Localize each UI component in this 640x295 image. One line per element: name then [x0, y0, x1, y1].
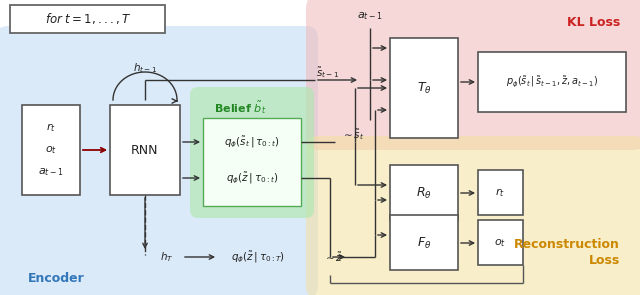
Text: $T_\theta$: $T_\theta$: [417, 81, 431, 96]
Text: $\tilde{s}_{t-1}$: $\tilde{s}_{t-1}$: [316, 65, 339, 81]
Text: $F_\theta$: $F_\theta$: [417, 235, 431, 250]
Bar: [110, 105, 180, 195]
Text: $q_\phi(\tilde{z}\,|\,\tau_{0:t})$: $q_\phi(\tilde{z}\,|\,\tau_{0:t})$: [226, 170, 278, 186]
Text: $h_{t-1}$: $h_{t-1}$: [133, 61, 157, 75]
Bar: [390, 215, 458, 270]
Bar: [478, 170, 523, 215]
Text: $p_\phi(\tilde{s}_t\,|\,\tilde{s}_{t-1},\tilde{z},a_{t-1})$: $p_\phi(\tilde{s}_t\,|\,\tilde{s}_{t-1},…: [506, 74, 598, 90]
Text: $a_{t-1}$: $a_{t-1}$: [38, 166, 64, 178]
Bar: [22, 105, 80, 195]
FancyBboxPatch shape: [190, 87, 314, 218]
Bar: [478, 220, 523, 265]
Text: RNN: RNN: [131, 143, 159, 157]
Text: for $t = 1,...,T$: for $t = 1,...,T$: [45, 12, 131, 27]
Text: $r_t$: $r_t$: [46, 122, 56, 135]
Text: $q_\phi(\tilde{z}\,|\,\tau_{0:T})$: $q_\phi(\tilde{z}\,|\,\tau_{0:T})$: [231, 249, 285, 265]
Text: Belief $\tilde{b}_t$: Belief $\tilde{b}_t$: [214, 99, 266, 117]
FancyBboxPatch shape: [306, 136, 640, 295]
Bar: [478, 52, 626, 112]
Text: $h_T$: $h_T$: [160, 250, 173, 264]
Bar: [203, 118, 301, 206]
FancyBboxPatch shape: [306, 0, 640, 150]
Text: KL Loss: KL Loss: [567, 16, 620, 29]
Text: Encoder: Encoder: [28, 271, 84, 284]
Bar: [10, 5, 165, 33]
FancyBboxPatch shape: [0, 26, 318, 295]
Text: $\sim \tilde{z}$: $\sim \tilde{z}$: [323, 250, 344, 263]
Text: $o_t$: $o_t$: [494, 237, 506, 249]
Text: $q_\phi(\tilde{s}_t\,|\,\tau_{0:t})$: $q_\phi(\tilde{s}_t\,|\,\tau_{0:t})$: [224, 134, 280, 150]
Bar: [390, 38, 458, 138]
Text: $o_t$: $o_t$: [45, 144, 57, 156]
Bar: [390, 165, 458, 220]
Text: $\sim \tilde{s}_t$: $\sim \tilde{s}_t$: [341, 127, 364, 142]
Text: Reconstruction
Loss: Reconstruction Loss: [514, 237, 620, 266]
Text: $r_t$: $r_t$: [495, 187, 505, 199]
Text: $R_\theta$: $R_\theta$: [416, 186, 432, 201]
Text: $a_{t-1}$: $a_{t-1}$: [357, 10, 383, 22]
